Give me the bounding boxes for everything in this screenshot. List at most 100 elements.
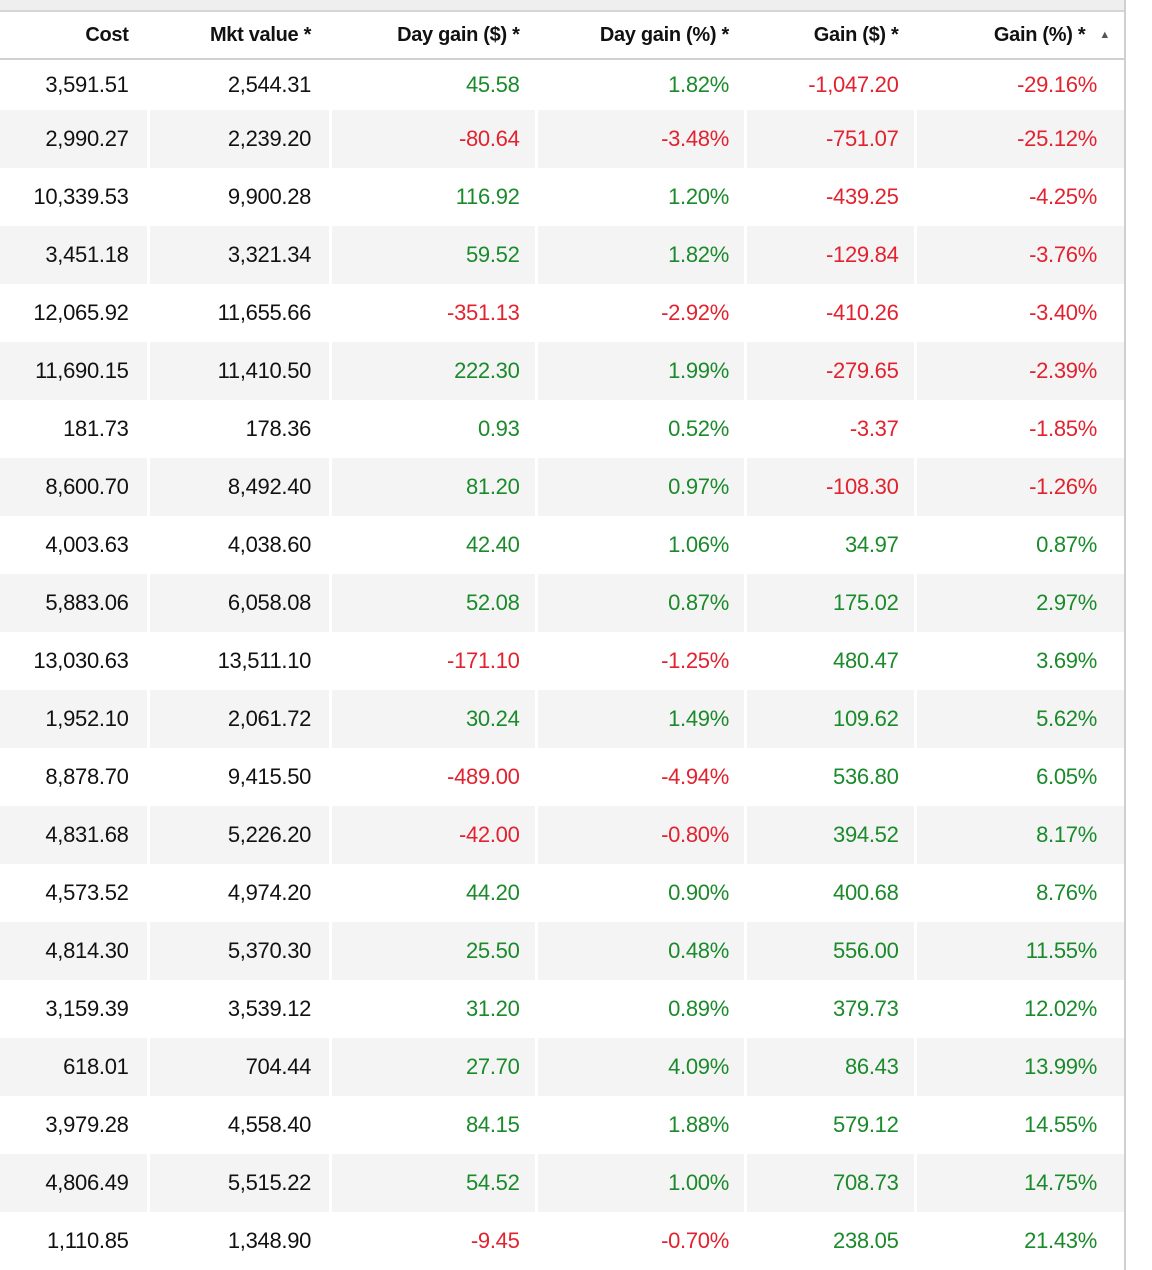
cell-mkt-value: 2,544.31 (227, 72, 312, 97)
table-row[interactable]: 618.01 704.44 27.70 4.09% 86.43 13.99% (0, 1038, 1124, 1096)
cell-gain-dollar: 175.02 (746, 574, 914, 632)
cell-mkt-value: 4,038.60 (227, 532, 312, 557)
cell-gain-percent: 12.02% (1024, 996, 1097, 1021)
cell-day-gain-percent: 1.99% (537, 342, 744, 400)
cell-mkt-value: 5,226.20 (149, 806, 330, 864)
top-band (0, 0, 1125, 12)
cell-gain-dollar: 394.52 (746, 806, 914, 864)
cell-day-gain-percent: -2.92% (661, 300, 729, 325)
table-row[interactable]: 4,831.68 5,226.20 -42.00 -0.80% 394.52 8.17% (0, 806, 1124, 864)
cell-mkt-value: 9,415.50 (227, 764, 312, 789)
cell-cost: 618.01 (0, 1038, 147, 1096)
table-row[interactable]: 8,878.70 9,415.50 -489.00 -4.94% 536.80 6.05% (0, 748, 1124, 806)
header-gain-dollar[interactable]: Gain ($) * (746, 12, 914, 58)
cell-mkt-value: 11,655.66 (217, 300, 312, 325)
cell-mkt-value: 1,348.90 (227, 1228, 312, 1253)
cell-cost: 8,878.70 (45, 764, 129, 789)
cell-day-gain-dollar: 0.93 (477, 416, 520, 441)
cell-gain-percent: -3.76% (916, 226, 1124, 284)
cell-cost: 8,600.70 (0, 458, 147, 516)
cell-day-gain-dollar: 31.20 (466, 996, 520, 1021)
cell-mkt-value: 3,539.12 (227, 996, 312, 1021)
table-row[interactable]: 3,451.18 3,321.34 59.52 1.82% -129.84 -3.76% (0, 226, 1124, 284)
cell-gain-dollar: 379.73 (833, 996, 899, 1021)
cell-gain-dollar: -439.25 (826, 184, 899, 209)
table-row[interactable]: 181.73 178.36 0.93 0.52% -3.37 -1.85% (0, 400, 1124, 458)
sort-ascending-icon[interactable]: ▲ (1099, 29, 1110, 41)
cell-gain-percent: -25.12% (916, 110, 1124, 168)
cell-gain-percent: -2.39% (916, 342, 1124, 400)
table-row[interactable]: 4,573.52 4,974.20 44.20 0.90% 400.68 8.76% (0, 864, 1124, 922)
table-row[interactable]: 4,003.63 4,038.60 42.40 1.06% 34.97 0.87% (0, 516, 1124, 574)
cell-mkt-value: 5,515.22 (149, 1154, 330, 1212)
cell-day-gain-dollar: -171.10 (447, 648, 520, 673)
cell-gain-dollar: 556.00 (746, 922, 914, 980)
cell-day-gain-dollar: 45.58 (466, 72, 520, 97)
table-row[interactable]: 10,339.53 9,900.28 116.92 1.20% -439.25 -4.25… (0, 168, 1124, 226)
header-gain-percent[interactable]: Gain (%) * ▲ (916, 12, 1124, 58)
table-row[interactable]: 1,110.85 1,348.90 -9.45 -0.70% 238.05 21.43% (0, 1212, 1124, 1270)
cell-mkt-value: 11,410.50 (149, 342, 330, 400)
cell-gain-dollar: -129.84 (746, 226, 914, 284)
cell-mkt-value: 5,370.30 (149, 922, 330, 980)
table-header: Cost Mkt value * Day gain ($) * Day gain… (0, 12, 1124, 60)
cell-gain-dollar: 536.80 (833, 764, 899, 789)
cell-gain-percent: 13.99% (916, 1038, 1124, 1096)
cell-gain-dollar: 109.62 (746, 690, 914, 748)
header-day-gain-percent[interactable]: Day gain (%) * (537, 12, 744, 58)
cell-gain-percent: 2.97% (916, 574, 1124, 632)
cell-day-gain-percent: 0.97% (537, 458, 744, 516)
header-cost[interactable]: Cost (0, 12, 147, 58)
cell-day-gain-dollar: 54.52 (332, 1154, 535, 1212)
header-day-gain-dollar[interactable]: Day gain ($) * (332, 12, 535, 58)
table-row[interactable]: 2,990.27 2,239.20 -80.64 -3.48% -751.07 -25.1… (0, 110, 1124, 168)
cell-cost: 4,831.68 (0, 806, 147, 864)
cell-day-gain-percent: 1.88% (668, 1112, 729, 1137)
header-label: Day gain ($) * (397, 23, 520, 46)
cell-day-gain-dollar: 81.20 (332, 458, 535, 516)
cell-gain-dollar: 238.05 (833, 1228, 899, 1253)
table-row[interactable]: 13,030.63 13,511.10 -171.10 -1.25% 480.47 3.6… (0, 632, 1124, 690)
cell-day-gain-dollar: 116.92 (455, 184, 520, 209)
cell-cost: 5,883.06 (0, 574, 147, 632)
table-row[interactable]: 8,600.70 8,492.40 81.20 0.97% -108.30 -1.26% (0, 458, 1124, 516)
cell-cost: 12,065.92 (33, 300, 129, 325)
table-row[interactable]: 3,979.28 4,558.40 84.15 1.88% 579.12 14.55% (0, 1096, 1124, 1154)
cell-gain-dollar: 400.68 (833, 880, 899, 905)
cell-cost: 181.73 (63, 416, 129, 441)
header-label: Cost (85, 23, 129, 46)
cell-gain-percent: 11.55% (916, 922, 1124, 980)
cell-day-gain-dollar: 84.15 (466, 1112, 520, 1137)
cell-mkt-value: 704.44 (149, 1038, 330, 1096)
table-row[interactable]: 4,814.30 5,370.30 25.50 0.48% 556.00 11.55% (0, 922, 1124, 980)
cell-cost: 4,003.63 (45, 532, 129, 557)
cell-day-gain-dollar: 52.08 (332, 574, 535, 632)
header-label: Gain (%) * (993, 23, 1086, 46)
table-row[interactable]: 12,065.92 11,655.66 -351.13 -2.92% -410.26 -3… (0, 284, 1124, 342)
cell-day-gain-dollar: -42.00 (332, 806, 535, 864)
cell-day-gain-percent: 1.82% (668, 72, 729, 97)
cell-gain-percent: -29.16% (1017, 72, 1097, 97)
header-mkt-value[interactable]: Mkt value * (149, 12, 330, 58)
cell-gain-dollar: 708.73 (746, 1154, 914, 1212)
cell-gain-dollar: -279.65 (746, 342, 914, 400)
table-row[interactable]: 4,806.49 5,515.22 54.52 1.00% 708.73 14.75% (0, 1154, 1124, 1212)
table-row[interactable]: 1,952.10 2,061.72 30.24 1.49% 109.62 5.62% (0, 690, 1124, 748)
table-row[interactable]: 3,159.39 3,539.12 31.20 0.89% 379.73 12.02% (0, 980, 1124, 1038)
table-body: 3,591.51 2,544.31 45.58 1.82% -1,047.20 -29.1… (0, 60, 1124, 1270)
header-label: Day gain (%) * (599, 23, 729, 46)
cell-day-gain-percent: 4.09% (537, 1038, 744, 1096)
cell-day-gain-dollar: 27.70 (332, 1038, 535, 1096)
cell-day-gain-dollar: 59.52 (332, 226, 535, 284)
cell-day-gain-percent: 0.87% (537, 574, 744, 632)
table-row[interactable]: 5,883.06 6,058.08 52.08 0.87% 175.02 2.97% (0, 574, 1124, 632)
cell-cost: 1,952.10 (0, 690, 147, 748)
table-row[interactable]: 11,690.15 11,410.50 222.30 1.99% -279.65 -2.3… (0, 342, 1124, 400)
cell-gain-dollar: -751.07 (746, 110, 914, 168)
cell-cost: 1,110.85 (47, 1228, 129, 1253)
table-row[interactable]: 3,591.51 2,544.31 45.58 1.82% -1,047.20 -29.1… (0, 60, 1124, 110)
cell-cost: 3,979.28 (45, 1112, 129, 1137)
cell-gain-dollar: -1,047.20 (808, 72, 899, 97)
cell-day-gain-percent: 0.48% (537, 922, 744, 980)
cell-mkt-value: 13,511.10 (217, 648, 312, 673)
